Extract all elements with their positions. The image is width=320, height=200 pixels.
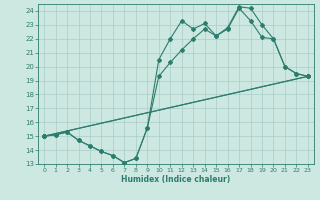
X-axis label: Humidex (Indice chaleur): Humidex (Indice chaleur) [121, 175, 231, 184]
